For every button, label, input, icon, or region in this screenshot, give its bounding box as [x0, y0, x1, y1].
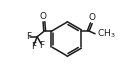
- Text: F: F: [31, 42, 36, 51]
- Text: F: F: [26, 32, 31, 41]
- Text: F: F: [39, 41, 44, 50]
- Text: O: O: [39, 12, 46, 21]
- Text: O: O: [88, 13, 95, 22]
- Text: CH$_3$: CH$_3$: [97, 28, 116, 40]
